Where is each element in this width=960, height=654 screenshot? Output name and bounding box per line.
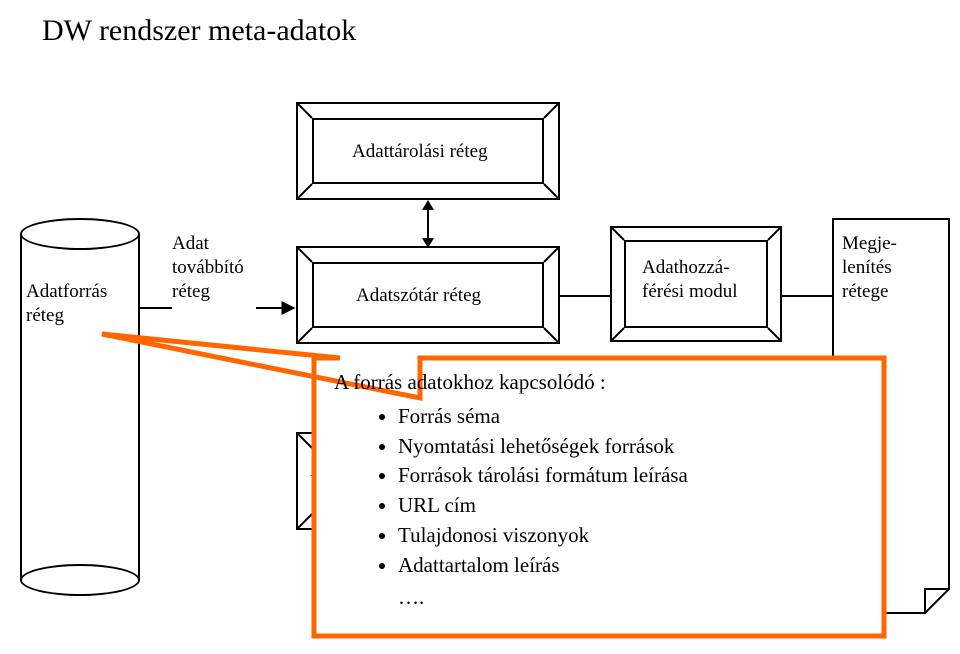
callout-bullet: Adattartalom leírás <box>398 551 870 581</box>
callout-box: A forrás adatokhoz kapcsolódó : Forrás s… <box>314 358 884 636</box>
callout-heading: A forrás adatokhoz kapcsolódó : <box>334 368 870 398</box>
callout-ellipsis: …. <box>398 583 870 613</box>
callout-bullet-list: Forrás séma Nyomtatási lehetőségek forrá… <box>334 402 870 581</box>
callout-bullet: Források tárolási formátum leírása <box>398 461 870 491</box>
diagram-stage: DW rendszer meta-adatok Adatforrás réteg… <box>0 0 960 654</box>
callout-bullet: URL cím <box>398 491 870 521</box>
callout-bullet: Nyomtatási lehetőségek források <box>398 432 870 462</box>
callout-bullet: Forrás séma <box>398 402 870 432</box>
callout-bullet: Tulajdonosi viszonyok <box>398 521 870 551</box>
